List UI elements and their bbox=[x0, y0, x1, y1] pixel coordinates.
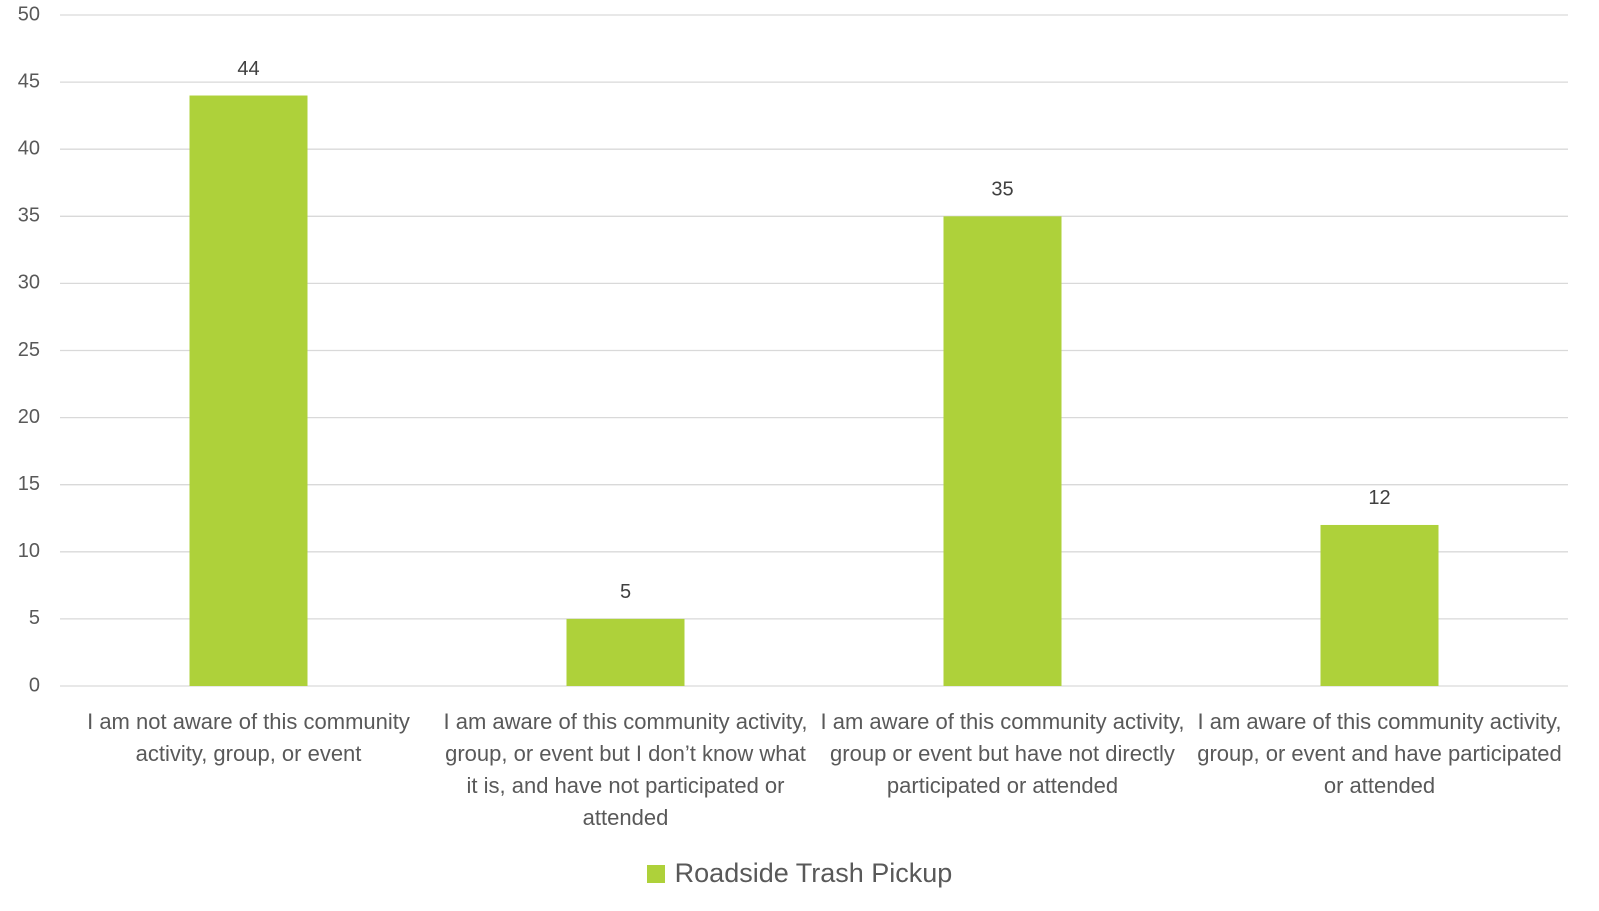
bar bbox=[1320, 524, 1439, 686]
legend-swatch bbox=[646, 864, 665, 883]
y-tick-label: 10 bbox=[18, 540, 40, 562]
y-tick-label: 0 bbox=[29, 674, 40, 696]
legend-label: Roadside Trash Pickup bbox=[674, 858, 953, 888]
bar bbox=[189, 95, 308, 686]
y-tick-label: 5 bbox=[29, 607, 40, 629]
y-tick-label: 35 bbox=[18, 205, 40, 227]
x-tick-label: I am aware of this community activity, g… bbox=[820, 709, 1185, 798]
legend: Roadside Trash Pickup bbox=[0, 858, 1599, 889]
y-tick-label: 40 bbox=[18, 137, 40, 159]
data-label: 35 bbox=[991, 179, 1013, 201]
bar bbox=[943, 216, 1062, 687]
y-tick-label: 15 bbox=[18, 473, 40, 495]
y-tick-label: 20 bbox=[18, 406, 40, 428]
x-tick-label: I am aware of this community activity, g… bbox=[443, 709, 808, 830]
data-label: 5 bbox=[620, 581, 631, 603]
y-tick-label: 25 bbox=[18, 339, 40, 361]
data-label: 12 bbox=[1368, 487, 1390, 509]
x-tick-label: I am aware of this community activity, g… bbox=[1197, 709, 1562, 798]
x-tick-label: I am not aware of this community activit… bbox=[87, 709, 410, 766]
y-tick-label: 30 bbox=[18, 272, 40, 294]
y-tick-label: 50 bbox=[18, 3, 40, 25]
y-tick-label: 45 bbox=[18, 70, 40, 92]
bar bbox=[566, 618, 685, 686]
data-label: 44 bbox=[237, 58, 259, 80]
